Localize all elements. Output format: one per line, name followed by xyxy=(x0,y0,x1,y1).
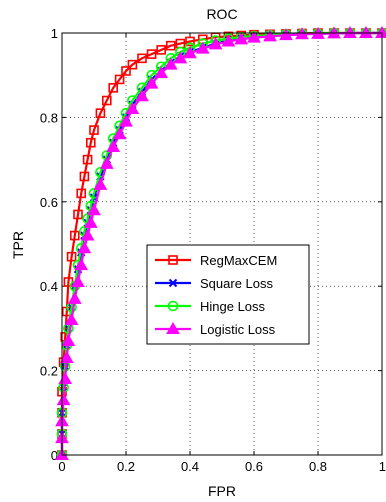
regmaxcem-point xyxy=(137,53,147,64)
regmaxcem-point xyxy=(95,108,106,118)
y-tick-label: 0.6 xyxy=(40,195,58,210)
x-tick-label: 0.8 xyxy=(309,459,327,474)
logistic-loss-point xyxy=(173,51,188,64)
legend-label-logistic-loss: Logistic Loss xyxy=(200,322,276,337)
regmaxcem-point xyxy=(108,83,118,93)
logistic-loss-point xyxy=(71,274,85,287)
logistic-loss-point xyxy=(59,350,74,363)
logistic-loss-point xyxy=(247,30,261,43)
regmaxcem-point xyxy=(121,66,131,76)
x-tick-label: 0.6 xyxy=(245,459,263,474)
logistic-loss-point xyxy=(112,127,127,140)
logistic-loss-point xyxy=(58,372,73,385)
logistic-loss-point xyxy=(119,114,133,127)
x-axis-label: FPR xyxy=(208,483,236,499)
logistic-loss-point xyxy=(74,258,89,271)
logistic-loss-line xyxy=(60,31,382,455)
legend-label-square-loss: Square Loss xyxy=(200,276,273,291)
regmaxcem-point xyxy=(114,74,125,85)
x-tick-label: 0 xyxy=(58,459,65,474)
x-tick-label: 1 xyxy=(379,459,386,474)
logistic-loss-point xyxy=(56,393,71,406)
logistic-loss-point xyxy=(93,177,108,190)
logistic-loss-point xyxy=(195,41,210,54)
logistic-loss-point xyxy=(208,37,223,50)
regmaxcem-point xyxy=(102,95,112,106)
y-tick-labels: 0 0.2 0.4 0.6 0.8 1 xyxy=(40,26,58,463)
legend-marker-hinge-loss xyxy=(167,300,179,312)
logistic-loss-point xyxy=(99,156,114,169)
logistic-loss-point xyxy=(61,334,76,347)
regmaxcem-point xyxy=(166,40,176,51)
logistic-loss-point xyxy=(64,312,79,325)
logistic-loss-point xyxy=(163,57,178,70)
logistic-loss-point xyxy=(263,29,277,42)
logistic-loss-point xyxy=(234,32,249,45)
legend-marker-regmaxcem xyxy=(168,255,178,265)
y-tick-label: 0.8 xyxy=(40,110,58,125)
y-axis-label: TPR xyxy=(10,231,26,259)
logistic-loss-point xyxy=(125,101,140,114)
y-tick-label: 0.2 xyxy=(40,364,58,379)
logistic-loss-point xyxy=(87,203,101,216)
regmaxcem-point xyxy=(76,188,86,199)
logistic-loss-point xyxy=(279,28,293,41)
logistic-loss-point xyxy=(295,27,309,40)
regmaxcem-markers xyxy=(57,28,386,460)
x-tick-label: 0.2 xyxy=(117,459,135,474)
logistic-loss-point xyxy=(77,241,92,254)
regmaxcem-point xyxy=(89,125,99,135)
regmaxcem-point xyxy=(82,154,93,165)
logistic-loss-markers xyxy=(55,25,386,460)
logistic-loss-point xyxy=(80,228,95,241)
logistic-loss-point xyxy=(144,76,159,89)
legend: RegMaxCEM Square Loss Hinge Loss Logistic L… xyxy=(146,244,310,345)
x-tick-label: 0.4 xyxy=(181,459,199,474)
logistic-loss-point xyxy=(221,34,236,47)
regmaxcem-point xyxy=(146,49,157,59)
regmaxcem-point xyxy=(73,209,83,220)
x-tick-labels: 0 0.2 0.4 0.6 0.8 1 xyxy=(58,459,386,474)
legend-marker-logistic-loss xyxy=(166,321,180,334)
logistic-loss-point xyxy=(359,25,373,38)
square-loss-markers xyxy=(57,28,386,460)
y-tick-label: 0.4 xyxy=(40,279,58,294)
logistic-loss-point xyxy=(183,46,197,59)
regmaxcem-point xyxy=(66,251,77,262)
chart-title: ROC xyxy=(206,6,237,22)
logistic-loss-point xyxy=(67,291,82,304)
regmaxcem-point xyxy=(79,171,90,182)
y-tick-label: 1 xyxy=(51,26,58,41)
legend-label-hinge-loss: Hinge Loss xyxy=(200,299,266,314)
logistic-loss-point xyxy=(83,215,98,228)
axes-frame xyxy=(61,32,383,456)
regmaxcem-point xyxy=(86,137,96,148)
logistic-loss-point xyxy=(154,66,169,79)
regmaxcem-point xyxy=(156,45,166,55)
hinge-loss-markers xyxy=(56,27,386,461)
legend-marker-square-loss xyxy=(168,278,178,288)
regmaxcem-point xyxy=(185,36,195,47)
logistic-loss-point xyxy=(106,139,121,152)
logistic-loss-point xyxy=(135,89,149,102)
regmaxcem-point xyxy=(127,59,138,70)
regmaxcem-point xyxy=(70,230,80,241)
legend-label-regmaxcem: RegMaxCEM xyxy=(200,253,277,268)
y-tick-label: 0 xyxy=(51,448,58,463)
plot-area xyxy=(55,25,386,461)
logistic-loss-point xyxy=(343,25,357,38)
